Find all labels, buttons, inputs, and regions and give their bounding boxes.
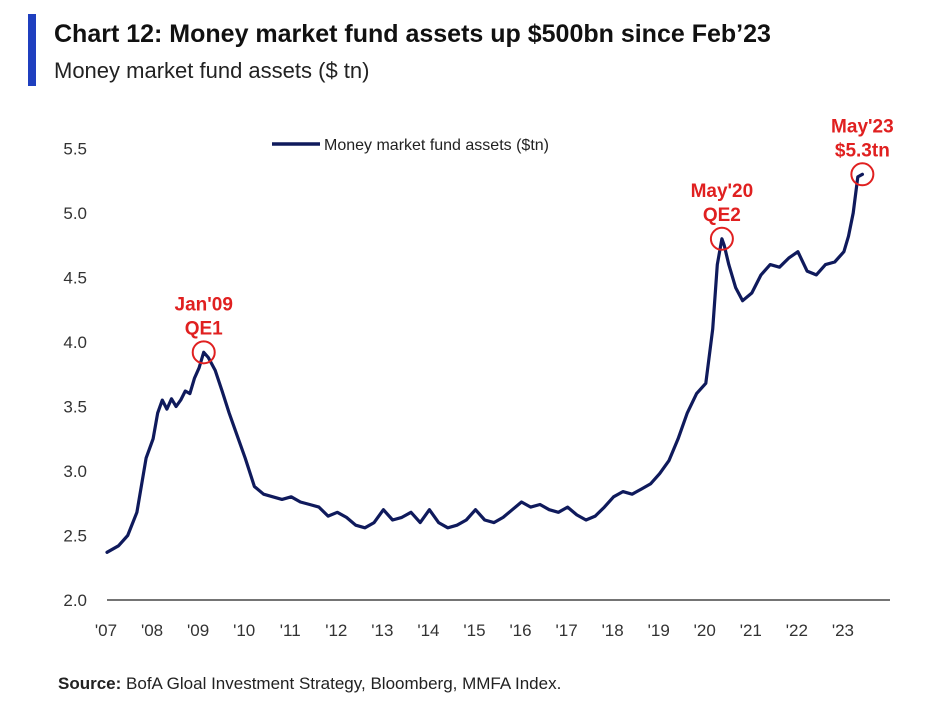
y-tick-label: 5.0 [63,204,87,223]
annotation-circle [709,226,734,251]
y-tick-label: 4.0 [63,333,87,352]
x-tick-label: '18 [602,621,624,640]
x-tick-label: '14 [417,621,439,640]
annotation-circle [191,340,216,365]
series-line [105,172,865,554]
annotation-label: May'20 [691,181,754,202]
y-tick-label: 3.5 [63,398,87,417]
x-tick-label: '13 [371,621,393,640]
x-tick-label: '21 [740,621,762,640]
y-tick-label: 4.5 [63,269,87,288]
x-tick-label: '22 [786,621,808,640]
title-accent-bar [28,14,36,86]
y-tick-label: 2.0 [63,591,87,610]
annotation-circle [850,162,875,187]
x-tick-label: '08 [141,621,163,640]
chart-title: Chart 12: Money market fund assets up $5… [54,20,771,48]
x-tick-label: '11 [280,621,301,640]
annotation-label: QE2 [703,205,741,226]
source-label: Source: [58,674,122,693]
y-tick-label: 5.5 [63,140,87,159]
annotation-label: $5.3tn [835,140,890,161]
x-tick-label: '10 [233,621,255,640]
x-tick-label: '23 [832,621,854,640]
x-tick-label: '12 [325,621,347,640]
annotation-label: Jan'09 [175,294,233,315]
source-note: Source: BofA Gloal Investment Strategy, … [58,674,561,694]
annotation-label: May'23 [831,116,894,137]
y-tick-label: 3.0 [63,462,87,481]
x-tick-label: '07 [95,621,117,640]
x-tick-label: '15 [463,621,485,640]
x-tick-label: '09 [187,621,209,640]
x-tick-label: '16 [509,621,531,640]
x-tick-label: '19 [648,621,670,640]
source-text: BofA Gloal Investment Strategy, Bloomber… [126,674,562,693]
annotation-label: QE1 [185,318,223,339]
legend-label: Money market fund assets ($tn) [324,137,549,154]
y-tick-label: 2.5 [63,527,87,546]
x-tick-label: '20 [694,621,716,640]
x-tick-label: '17 [556,621,578,640]
chart-subtitle: Money market fund assets ($ tn) [54,58,370,83]
